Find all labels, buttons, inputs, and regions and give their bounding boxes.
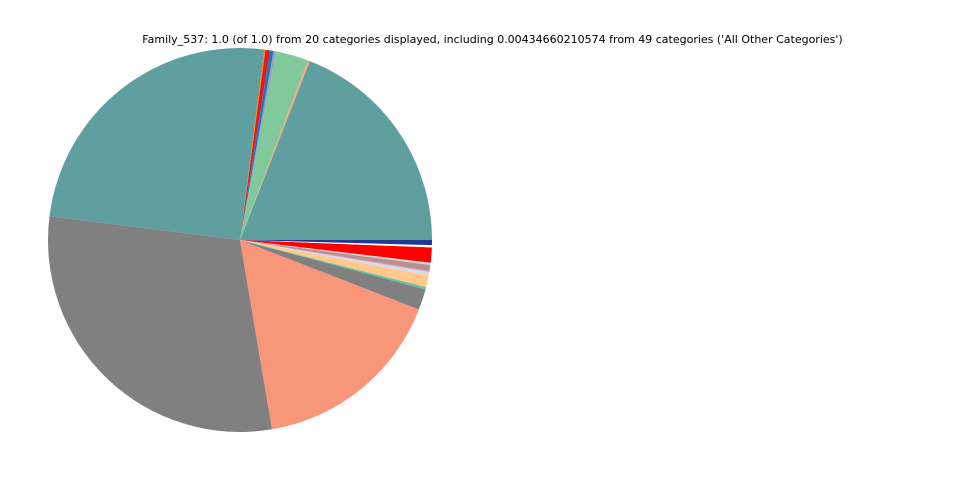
pie-slice-14	[240, 240, 430, 276]
pie-slice-17	[240, 240, 431, 266]
pie-slice-2	[240, 60, 310, 241]
pie-slice-5	[240, 50, 274, 241]
pie-slice-13	[240, 240, 429, 288]
pie-slice-6	[240, 49, 271, 240]
pie-slice-20	[240, 240, 432, 246]
pie-slices	[47, 47, 432, 433]
pie-slice-11	[240, 240, 426, 310]
pie-slice-19	[240, 240, 432, 248]
pie-slice-16	[240, 240, 431, 271]
pie-slice-10	[240, 240, 419, 430]
pie-slice-3	[240, 51, 308, 240]
pie-slice-1	[240, 61, 432, 241]
pie-slice-4	[240, 50, 276, 241]
chart-title: Family_537: 1.0 (of 1.0) from 20 categor…	[142, 33, 843, 46]
pie-slice-8	[49, 47, 265, 240]
pie-slice-7	[240, 49, 266, 240]
pie-slice-9	[47, 216, 273, 433]
pie-slice-12	[240, 240, 427, 290]
pie-slice-15	[240, 240, 430, 273]
pie-slice-18	[240, 240, 432, 263]
